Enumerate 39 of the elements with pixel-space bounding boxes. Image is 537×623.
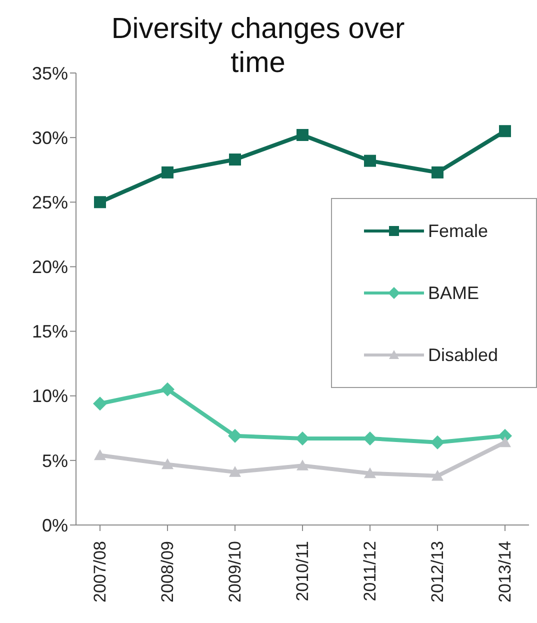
y-tick-label: 10% — [32, 386, 68, 406]
point — [296, 431, 310, 446]
legend-label: BAME — [428, 282, 480, 304]
x-tick-label: 2009/10 — [226, 541, 244, 602]
point — [432, 470, 444, 481]
point — [296, 460, 308, 470]
point — [162, 166, 174, 178]
point — [430, 435, 444, 450]
point — [296, 128, 308, 141]
x-tick-label: 2012/13 — [428, 541, 447, 602]
point — [363, 431, 377, 446]
x-tick-label: 2011/12 — [360, 541, 380, 602]
point — [162, 458, 174, 470]
x-tick-label: 2007/08 — [90, 541, 110, 602]
chart-title: Diversity changes over time — [110, 12, 406, 80]
point — [499, 436, 511, 448]
point — [93, 396, 107, 411]
x-tick-label: 2008/09 — [158, 541, 177, 602]
y-tick-label: 25% — [32, 192, 68, 213]
y-tick-label: 20% — [32, 257, 68, 278]
y-tick-label: 0% — [42, 515, 68, 536]
x-tick-label: 2010/11 — [293, 541, 312, 602]
point — [229, 466, 241, 477]
point — [94, 449, 106, 460]
point — [160, 382, 174, 396]
y-tick-label: 30% — [32, 128, 68, 148]
legend-label: Female — [428, 220, 488, 242]
legend-label: Disabled — [428, 344, 498, 366]
point — [364, 154, 376, 167]
y-tick-label: 35% — [32, 63, 68, 84]
y-tick-label: 5% — [42, 450, 68, 471]
point — [432, 166, 444, 178]
point — [228, 428, 242, 443]
point — [499, 125, 511, 138]
point — [229, 154, 241, 166]
point — [364, 467, 376, 478]
x-tick-label: 2013/14 — [496, 541, 514, 602]
point — [94, 196, 106, 208]
y-tick-label: 15% — [32, 322, 68, 342]
